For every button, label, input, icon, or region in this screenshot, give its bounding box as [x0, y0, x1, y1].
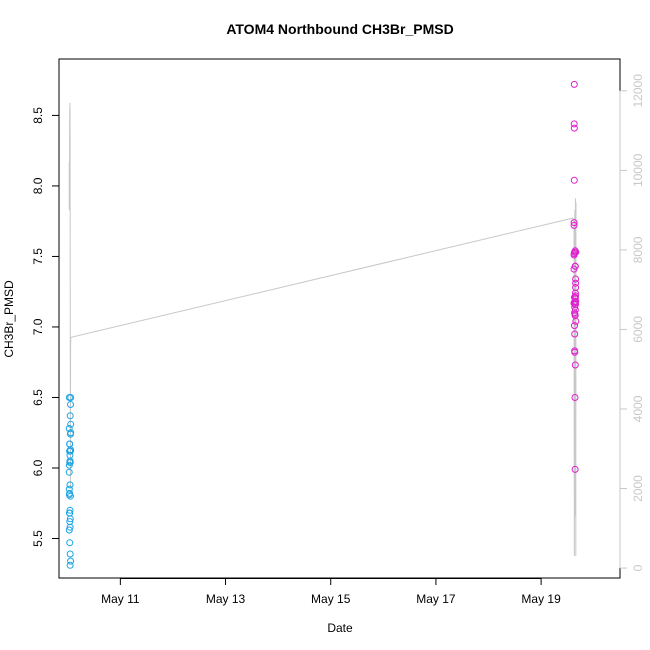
x-axis: May 11 May 13 May 15 May 17 May 19 — [101, 578, 561, 606]
data-point-s1-8 — [570, 124, 578, 132]
data-point-s0-32 — [67, 429, 75, 437]
data-point-s1-18 — [571, 330, 579, 338]
data-point-s1-7 — [570, 80, 578, 88]
point-series-layer — [65, 80, 580, 569]
y-tick-label: 7.0 — [31, 318, 45, 335]
chart-title: ATOM4 Northbound CH3Br_PMSD — [226, 21, 453, 37]
data-point-s1-37 — [572, 279, 580, 287]
data-point-s0-27 — [66, 492, 74, 500]
y2-tick-label: 6000 — [631, 316, 645, 343]
data-point-s1-19 — [571, 348, 579, 356]
y2-tick-label: 4000 — [631, 395, 645, 422]
x-tick-label: May 19 — [521, 592, 561, 606]
y2-tick-label: 2000 — [631, 475, 645, 502]
data-point-s0-33 — [67, 394, 75, 401]
data-point-s0-18 — [66, 506, 74, 514]
plot-frame — [58, 58, 621, 579]
data-point-s0-12 — [66, 440, 74, 448]
data-point-s0-23 — [66, 550, 74, 558]
data-point-s0-28 — [67, 401, 74, 408]
data-point-s1-35 — [572, 300, 579, 308]
data-point-s1-4 — [570, 219, 578, 227]
data-point-s1-9 — [570, 176, 578, 184]
series-line-2 — [68, 102, 577, 557]
line-series-layer — [68, 102, 577, 557]
data-point-s0-25 — [66, 515, 74, 523]
data-point-s1-30 — [571, 361, 579, 369]
y2-tick-label: 8000 — [631, 236, 645, 263]
y2-tick-label: 10000 — [631, 153, 645, 187]
data-point-s1-25 — [571, 465, 579, 473]
x-tick-label: May 17 — [416, 592, 456, 606]
y-axis: 5.5 6.0 6.5 7.0 7.5 8.0 8.5 — [31, 107, 60, 547]
data-point-s0-30 — [67, 446, 74, 454]
x-tick-label: May 13 — [206, 592, 246, 606]
data-point-s1-38 — [572, 284, 580, 291]
data-point-s1-36 — [572, 275, 580, 283]
x-axis-label: Date — [327, 621, 353, 635]
data-point-s0-21 — [66, 523, 74, 531]
data-point-s0-22 — [66, 412, 74, 420]
y2-axis: 0 2000 4000 6000 8000 10000 12000 — [619, 74, 645, 571]
y2-tick-label: 0 — [631, 564, 645, 571]
data-point-s1-33 — [571, 262, 579, 270]
data-point-s0-24 — [66, 458, 74, 466]
y-axis-label: CH3Br_PMSD — [2, 280, 16, 358]
data-point-s1-5 — [570, 120, 578, 128]
y2-tick-label: 12000 — [631, 74, 645, 108]
y-tick-label: 7.5 — [31, 248, 45, 265]
x-tick-label: May 15 — [311, 592, 351, 606]
data-point-s1-41 — [572, 317, 580, 325]
y-tick-label: 8.0 — [31, 177, 45, 194]
data-point-s0-13 — [66, 539, 74, 547]
data-point-s1-42 — [572, 248, 580, 256]
data-point-s0-17 — [66, 481, 74, 489]
data-point-s0-20 — [66, 561, 74, 569]
data-point-s0-1 — [65, 468, 73, 476]
data-point-s1-3 — [570, 221, 578, 229]
data-point-s0-9 — [66, 489, 74, 497]
data-point-s0-3 — [65, 526, 73, 534]
y-tick-label: 6.0 — [31, 459, 45, 476]
y-tick-label: 5.5 — [31, 530, 45, 547]
data-point-s1-12 — [571, 322, 578, 330]
y-tick-label: 8.5 — [31, 107, 45, 124]
data-point-s0-34 — [67, 420, 75, 428]
data-point-s0-31 — [67, 557, 75, 565]
y-tick-label: 6.5 — [31, 389, 45, 406]
data-point-s1-23 — [571, 394, 579, 401]
x-tick-label: May 11 — [101, 592, 140, 606]
data-point-s1-40 — [572, 298, 580, 306]
